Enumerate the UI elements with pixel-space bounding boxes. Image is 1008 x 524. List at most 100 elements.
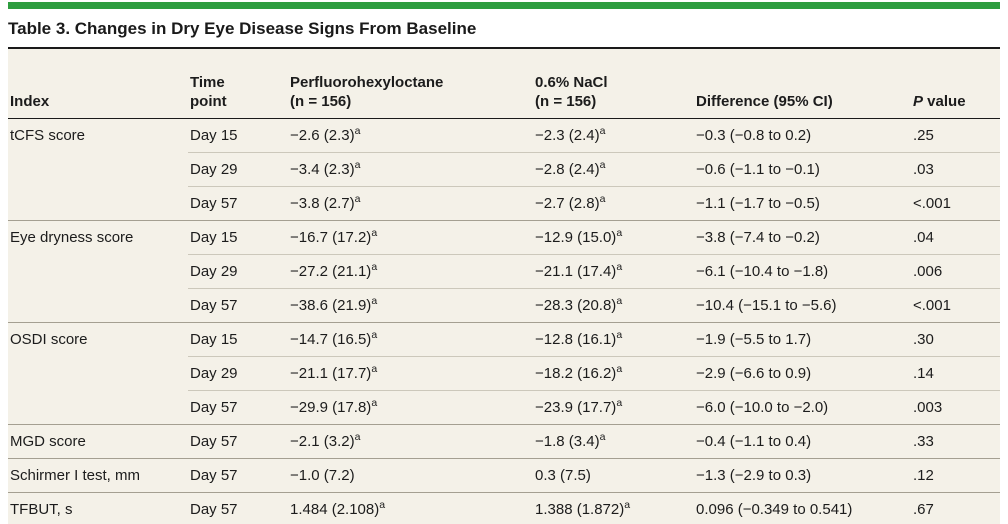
footnote-marker: a: [599, 193, 606, 205]
cell-nacl: −28.3 (20.8)a: [533, 288, 694, 323]
cell-difference-ci: −1.3 (−2.9 to 0.3): [694, 458, 911, 493]
cell-perfluorohexyloctane: −38.6 (21.9)a: [288, 288, 533, 323]
footnote-marker: a: [371, 261, 378, 273]
cell-nacl: −12.8 (16.1)a: [533, 322, 694, 357]
cell-nacl: 1.388 (1.872)a: [533, 492, 694, 524]
cell-perfluorohexyloctane: −3.4 (2.3)a: [288, 152, 533, 187]
cell-nacl: −2.3 (2.4)a: [535, 125, 606, 144]
table-row: tCFS score Day 15 −2.6 (2.3)a −2.3 (2.4)…: [8, 119, 1000, 153]
dry-eye-signs-table: Index Time point Perfluorohexyloctane (n…: [8, 49, 1000, 524]
p-value-italic-p: P: [913, 93, 924, 110]
cell-p-value: .006: [911, 254, 1000, 289]
table-row: Eye dryness score Day 15 −16.7 (17.2)a −…: [8, 220, 1000, 255]
footnote-marker: a: [616, 261, 623, 273]
cell-p-value: .003: [911, 390, 1000, 425]
cell-nacl: −2.7 (2.8)a: [533, 186, 694, 221]
table-row: Day 57 −38.6 (21.9)a −28.3 (20.8)a −10.4…: [8, 288, 1000, 323]
header-row: Index Time point Perfluorohexyloctane (n…: [8, 49, 1000, 119]
cell-time-point: Day 57: [188, 424, 288, 459]
cell-perfluorohexyloctane: 1.484 (2.108)a: [288, 492, 533, 524]
cell-time-point: Day 29: [188, 254, 288, 289]
cell-perfluorohexyloctane: −2.1 (3.2)a: [288, 424, 533, 459]
cell-index: [8, 357, 188, 391]
footnote-marker: a: [371, 397, 378, 409]
cell-perfluorohexyloctane: −27.2 (21.1)a: [288, 254, 533, 289]
footnote-marker: a: [371, 227, 378, 239]
cell-time-point: Day 29: [188, 152, 288, 187]
cell-index: OSDI score: [8, 322, 188, 357]
cell-perfluorohexyloctane: −14.7 (16.5)a: [288, 322, 533, 357]
cell-nacl: −2.8 (2.4)a: [533, 152, 694, 187]
footnote-marker: a: [379, 499, 386, 511]
table-row: Day 29 −21.1 (17.7)a −18.2 (16.2)a −2.9 …: [8, 356, 1000, 391]
cell-difference-ci: −10.4 (−15.1 to −5.6): [694, 288, 911, 323]
cell-index: [8, 153, 188, 187]
p-value-label-rest: value: [923, 93, 966, 110]
cell-p-value: .25: [913, 127, 934, 144]
cell-p-value: .14: [911, 356, 1000, 391]
col-header-index-label: Index: [10, 93, 50, 110]
cell-p-value: .03: [911, 152, 1000, 187]
cell-time-point: Day 57: [188, 390, 288, 425]
cell-time-point: Day 57: [188, 186, 288, 221]
cell-time-point: Day 57: [188, 492, 288, 524]
cell-nacl: 0.3 (7.5): [533, 458, 694, 493]
footnote-marker: a: [599, 125, 606, 137]
cell-nacl: −12.9 (15.0)a: [533, 220, 694, 255]
cell-p-value: .04: [911, 220, 1000, 255]
cell-perfluorohexyloctane: −3.8 (2.7)a: [288, 186, 533, 221]
col-header-p-value: P value: [911, 49, 1000, 119]
footnote-marker: a: [616, 397, 623, 409]
cell-perfluorohexyloctane: −2.6 (2.3)a: [290, 125, 361, 144]
cell-p-value: <.001: [911, 186, 1000, 221]
footnote-marker: a: [371, 329, 378, 341]
cell-index: tCFS score: [10, 127, 86, 145]
table-row: Day 29 −3.4 (2.3)a −2.8 (2.4)a −0.6 (−1.…: [8, 152, 1000, 187]
cell-difference-ci: −3.8 (−7.4 to −0.2): [694, 220, 911, 255]
footnote-marker: a: [354, 431, 361, 443]
cell-difference-ci: −0.4 (−1.1 to 0.4): [694, 424, 911, 459]
cell-difference-ci: −6.0 (−10.0 to −2.0): [694, 390, 911, 425]
cell-index: TFBUT, s: [8, 492, 188, 524]
footnote-marker: a: [616, 227, 623, 239]
cell-perfluorohexyloctane: −16.7 (17.2)a: [288, 220, 533, 255]
col-header-time-point: Time point: [188, 49, 288, 119]
cell-difference-ci: −0.3 (−0.8 to 0.2): [696, 127, 812, 144]
cell-perfluorohexyloctane: −1.0 (7.2): [288, 458, 533, 493]
table-title: Table 3. Changes in Dry Eye Disease Sign…: [8, 19, 477, 38]
cell-time-point: Day 57: [188, 458, 288, 493]
col-header-nacl: 0.6% NaCl (n = 156): [533, 49, 694, 119]
cell-p-value: <.001: [911, 288, 1000, 323]
cell-difference-ci: 0.096 (−0.349 to 0.541): [694, 492, 911, 524]
footnote-marker: a: [599, 431, 606, 443]
cell-index: Eye dryness score: [8, 220, 188, 255]
footnote-marker: a: [371, 363, 378, 375]
cell-difference-ci: −0.6 (−1.1 to −0.1): [694, 152, 911, 187]
footnote-marker: a: [624, 499, 631, 511]
cell-time-point: Day 57: [188, 288, 288, 323]
cell-time-point: Day 15: [190, 127, 238, 144]
cell-index: [8, 187, 188, 221]
footnote-marker: a: [354, 193, 361, 205]
cell-difference-ci: −2.9 (−6.6 to 0.9): [694, 356, 911, 391]
table-row: Day 57 −3.8 (2.7)a −2.7 (2.8)a −1.1 (−1.…: [8, 186, 1000, 221]
title-rule: [8, 47, 1000, 49]
cell-index: MGD score: [8, 424, 188, 459]
cell-p-value: .12: [911, 458, 1000, 493]
footnote-marker: a: [354, 159, 361, 171]
footnote-marker: a: [616, 329, 623, 341]
cell-nacl: −1.8 (3.4)a: [533, 424, 694, 459]
cell-p-value: .30: [911, 322, 1000, 357]
table-row: OSDI score Day 15 −14.7 (16.5)a −12.8 (1…: [8, 322, 1000, 357]
col-header-perfluorohexyloctane: Perfluorohexyloctane (n = 156): [288, 49, 533, 119]
table-row: Day 57 −29.9 (17.8)a −23.9 (17.7)a −6.0 …: [8, 390, 1000, 425]
table-row: Day 29 −27.2 (21.1)a −21.1 (17.4)a −6.1 …: [8, 254, 1000, 289]
cell-nacl: −18.2 (16.2)a: [533, 356, 694, 391]
cell-perfluorohexyloctane: −29.9 (17.8)a: [288, 390, 533, 425]
cell-difference-ci: −1.9 (−5.5 to 1.7): [694, 322, 911, 357]
cell-time-point: Day 29: [188, 356, 288, 391]
footnote-marker: a: [371, 295, 378, 307]
cell-index: [8, 255, 188, 289]
col-header-difference: Difference (95% CI): [694, 49, 911, 119]
